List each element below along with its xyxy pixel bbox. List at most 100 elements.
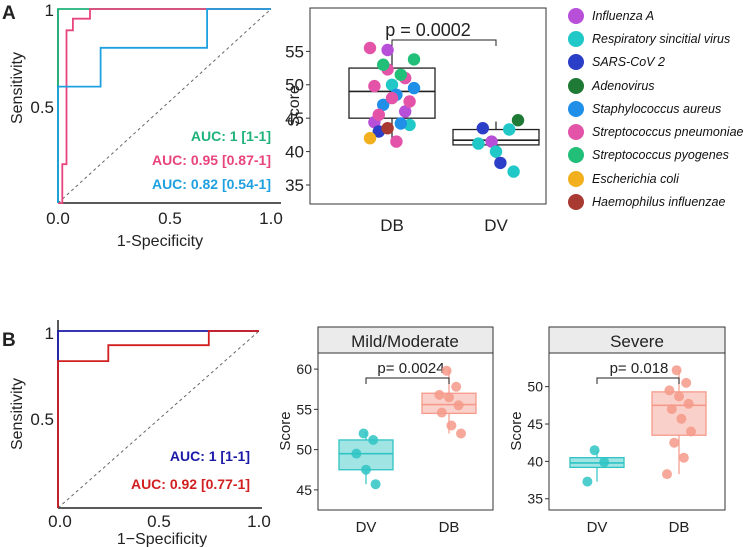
- y-tick-label: 45: [285, 109, 304, 128]
- roc-a-x-label: 1-Specificity: [117, 233, 203, 250]
- y-tick-label: 55: [285, 42, 304, 61]
- severe-pvalue: p= 0.018: [610, 360, 669, 377]
- data-point: [363, 41, 377, 55]
- data-point: [456, 428, 466, 439]
- data-point: [476, 122, 489, 135]
- legend-swatch: [568, 30, 584, 47]
- y-tick-label: 45: [296, 482, 312, 498]
- legend-item: Haemophilus influenzae: [568, 190, 746, 213]
- y-tick-label: 40: [285, 143, 304, 162]
- roc-a-xtick-label: 1.0: [259, 209, 283, 228]
- roc-b-xtick-label: 0.0: [48, 512, 72, 531]
- data-point: [385, 78, 399, 92]
- y-tick-label: 35: [285, 176, 304, 195]
- roc-b-x-label: 1−Specificity: [117, 531, 207, 547]
- legend: Influenza A Respiratory sincitial virus SA…: [568, 4, 746, 214]
- box-chart-a: Score DB DV p = 0.0002 35 40 45 50 55: [285, 7, 547, 235]
- data-point: [370, 479, 381, 490]
- roc-a-ytick-label: 0.5: [30, 98, 54, 117]
- mild-title-strip: [317, 326, 494, 354]
- y-tick-label: 35: [527, 491, 543, 507]
- data-point: [681, 377, 692, 388]
- y-tick-label: 45: [527, 416, 543, 432]
- data-point: [385, 91, 399, 105]
- roc-diagonal-reference: [57, 8, 272, 204]
- data-point: [377, 98, 390, 112]
- legend-label: Staphylococcus aureus: [592, 101, 722, 116]
- y-tick-label: 50: [296, 442, 312, 458]
- data-point: [494, 156, 507, 170]
- data-point: [674, 391, 684, 402]
- legend-swatch: [568, 100, 584, 117]
- severe-y-label: Score: [508, 411, 525, 450]
- roc-a-ytick-label: 1: [45, 1, 54, 20]
- roc-a-annotation-2: AUC: 0.95 [0.87-1]: [152, 152, 271, 168]
- y-tick-label: 50: [527, 379, 543, 395]
- severe-x-label-db: DB: [669, 519, 690, 536]
- data-point: [472, 137, 485, 150]
- roc-diagonal-reference: [57, 330, 260, 509]
- data-point: [676, 413, 687, 424]
- mild-pvalue: p= 0.0024: [377, 360, 444, 377]
- data-point: [368, 79, 381, 93]
- data-point: [358, 428, 369, 439]
- mild-y-label: Score: [277, 411, 294, 450]
- severe-panel-border: [548, 352, 726, 511]
- data-point: [363, 132, 377, 145]
- data-point: [582, 476, 593, 487]
- data-point: [599, 457, 610, 468]
- legend-item: SARS-CoV 2: [568, 51, 746, 74]
- roc-a-annotation-3: AUC: 0.82 [0.54-1]: [152, 176, 271, 192]
- data-point: [361, 464, 371, 475]
- legend-swatch: [568, 77, 584, 94]
- legend-label: SARS-CoV 2: [592, 55, 665, 70]
- legend-label: Streptococcus pyogenes: [592, 148, 729, 163]
- legend-swatch: [568, 124, 584, 141]
- roc-a-y-label: Sensitivity: [9, 52, 26, 124]
- roc-b-xtick-label: 1.0: [247, 512, 271, 531]
- data-point: [441, 365, 452, 376]
- panel-label-a: A: [2, 3, 16, 24]
- data-point: [485, 135, 498, 148]
- data-point: [444, 392, 454, 403]
- y-tick-label: 50: [285, 76, 304, 95]
- roc-a-xtick-label: 0.5: [158, 209, 182, 228]
- data-point: [381, 122, 394, 135]
- data-point: [399, 105, 412, 118]
- mild-title: Mild/Moderate: [351, 332, 459, 351]
- mild-x-label-dv: DV: [356, 519, 377, 536]
- data-point: [434, 389, 445, 400]
- legend-swatch: [568, 7, 584, 24]
- roc-a-annotation-1: AUC: 1 [1-1]: [191, 128, 271, 144]
- legend-item: Adenovirus: [568, 74, 746, 97]
- box-a-pvalue: p = 0.0002: [385, 20, 471, 40]
- roc-curve-series-3: [57, 8, 271, 203]
- data-point: [372, 108, 385, 122]
- data-point: [666, 404, 677, 415]
- data-point: [368, 435, 379, 445]
- data-point: [446, 420, 457, 431]
- roc-chart-b: 1 0.5 0.0 0.5 1.0 1−Specificity Sensitiv…: [9, 320, 271, 547]
- data-point: [671, 365, 682, 376]
- roc-b-annotation-2: AUC: 0.92 [0.77-1]: [131, 476, 250, 492]
- legend-label: Streptococcus pneumoniae: [592, 125, 744, 140]
- data-point: [683, 398, 694, 409]
- data-point: [453, 400, 464, 411]
- severe-title: Severe: [610, 332, 664, 351]
- pvalue-bracket: [365, 377, 450, 384]
- legend-swatch: [568, 54, 584, 71]
- data-point: [403, 95, 416, 108]
- legend-item: Staphylococcus aureus: [568, 97, 746, 120]
- data-point: [436, 407, 447, 418]
- legend-item: Escherichia coli: [568, 167, 746, 190]
- roc-b-xtick-label: 0.5: [147, 512, 171, 531]
- roc-curve-series-2: [57, 330, 259, 508]
- data-point: [390, 135, 403, 148]
- roc-b-y-label: Sensitivity: [9, 378, 26, 450]
- data-point: [669, 437, 680, 448]
- legend-item: Respiratory sincitial virus: [568, 27, 746, 50]
- pvalue-bracket: [596, 377, 680, 384]
- data-point: [407, 53, 421, 66]
- mild-panel-border: [317, 352, 494, 511]
